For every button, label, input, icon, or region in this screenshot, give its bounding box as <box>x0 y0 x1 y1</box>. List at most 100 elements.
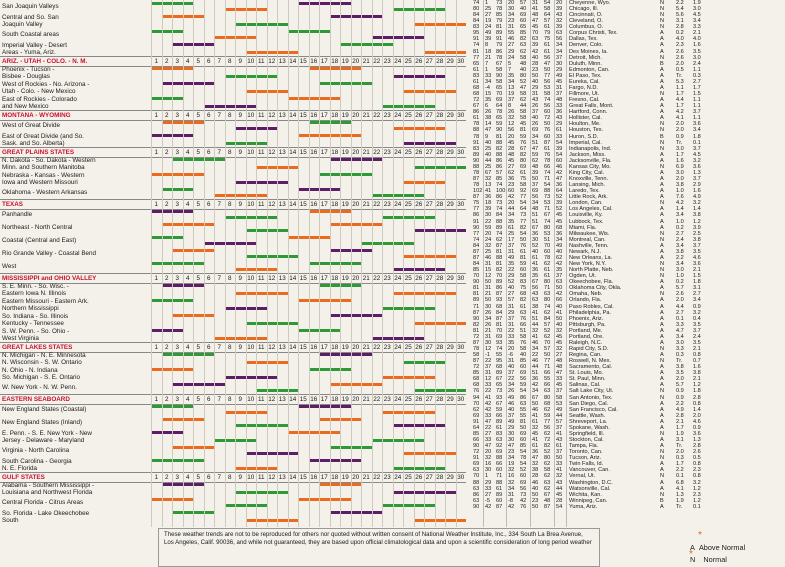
city-row: 78 67 57 62 61 39 74 42 King City, Cal. A 3.0 1.3 <box>472 169 785 177</box>
day-number: 12 <box>268 201 276 208</box>
region-row: Alabama - Southern Mississippi - Louisia… <box>0 481 466 496</box>
trend-code: A <box>660 176 664 183</box>
temperature-value: 13 <box>485 182 492 189</box>
temperature-value: 46 <box>532 339 539 346</box>
temperature-value: 56 <box>532 194 539 201</box>
trend-bar <box>245 51 298 54</box>
trend-code: B <box>660 60 664 67</box>
normal-value: 3.0 <box>693 54 701 61</box>
temperature-value: 30 <box>508 6 515 13</box>
temperature-value: 72 <box>544 437 551 444</box>
precip-value: Tr. <box>676 139 683 146</box>
city-row: 67 6 64 8 44 26 56 33 Great Falls, Mont. A 1.7 1.1 <box>472 104 785 110</box>
temperature-value: 12 <box>485 273 492 280</box>
day-number: 5 <box>196 201 200 208</box>
normal-value: 2.4 <box>693 60 701 67</box>
trend-code: A <box>660 315 664 322</box>
trend-code: A <box>660 333 664 340</box>
trend-bar <box>235 268 277 271</box>
temperature-value: 41 <box>532 437 539 444</box>
city-name: Fargo, N.D. <box>569 84 598 91</box>
temperature-value: 55 <box>520 406 527 413</box>
trend-bar <box>151 236 183 239</box>
trend-bar <box>413 519 466 522</box>
temperature-value: 66 <box>544 163 551 170</box>
temperature-value: 70 <box>544 339 551 346</box>
temperature-value: 82 <box>520 36 527 43</box>
city-name: Sacramento, Cal. <box>569 364 613 371</box>
temperature-value: 54 <box>544 182 551 189</box>
region-row: N. Michigan - N. E. Minnesota N. Wiscons… <box>0 351 466 366</box>
day-number: 18 <box>331 344 339 351</box>
temperature-value: 29 <box>556 66 563 73</box>
temperature-value: 20 <box>508 0 515 6</box>
temperature-value: 68 <box>473 376 480 383</box>
temperature-value: 64 <box>473 424 480 431</box>
trend-code: A <box>660 84 664 91</box>
precip-value: 2.6 <box>676 291 684 298</box>
region-row: Oklahoma - Western Arkansas <box>0 186 466 199</box>
temperature-value: 78 <box>544 157 551 164</box>
trend-bar <box>392 268 445 271</box>
trend-code: A <box>660 224 664 231</box>
temperature-value: 74 <box>496 182 503 189</box>
precip-value: 4.4 <box>676 97 684 104</box>
trend-bar <box>329 15 382 18</box>
temperature-value: 61 <box>473 66 480 73</box>
temperature-value: 57 <box>496 169 503 176</box>
temperature-value: 54 <box>556 503 563 510</box>
city-name: St. Paul, Minn. <box>569 376 606 383</box>
normal-value: 3.1 <box>693 285 701 292</box>
temperature-value: 77 <box>473 206 480 213</box>
day-number: 24 <box>394 149 402 156</box>
normal-value: 0.5 <box>693 455 701 462</box>
normal-value: 1.8 <box>693 388 701 395</box>
temperature-value: 25 <box>485 163 492 170</box>
temperature-value: 71 <box>544 206 551 213</box>
normal-value: 4.5 <box>693 12 701 19</box>
table-divider <box>566 0 567 527</box>
precip-value: 0.3 <box>676 455 684 462</box>
section-header: GREAT PLAINS STATES 1 2 3 4 5 6 7 8 9 10 11 12 13 14 15… <box>0 147 466 158</box>
temperature-value: 45 <box>556 212 563 219</box>
day-number: 19 <box>341 201 349 208</box>
temperature-value: 33 <box>485 437 492 444</box>
temperature-value: 39 <box>556 200 563 207</box>
temperature-value: 72 <box>473 97 480 104</box>
day-number: 10 <box>247 275 255 282</box>
trend-bar <box>298 188 340 191</box>
temperature-value: 5 <box>508 60 512 67</box>
temperature-value: 47 <box>544 60 551 67</box>
trend-code: N <box>660 200 665 207</box>
precip-value: 2.0 <box>676 121 684 128</box>
precip-value: 3.1 <box>676 437 684 444</box>
trend-bar <box>298 2 351 5</box>
day-number: 29 <box>446 112 454 119</box>
temperature-value: 37 <box>556 424 563 431</box>
trend-bar <box>245 519 298 522</box>
temperature-value: 49 <box>556 406 563 413</box>
city-name: Roswell, N. Mex. <box>569 358 611 365</box>
day-number: 19 <box>341 112 349 119</box>
day-number: 10 <box>247 474 255 481</box>
day-number: 16 <box>310 201 318 208</box>
normal-value: 1.9 <box>693 0 701 6</box>
temperature-value: 54 <box>556 151 563 158</box>
temperature-value: 85 <box>473 430 480 437</box>
temperature-value: 45 <box>532 24 539 31</box>
day-number: 2 <box>164 112 169 119</box>
day-number: 7 <box>217 474 221 481</box>
temperature-value: 81 <box>473 291 480 298</box>
day-number: 8 <box>227 58 232 65</box>
temperature-value: 27 <box>508 291 515 298</box>
trend-bar <box>319 353 372 356</box>
temperature-value: 49 <box>556 242 563 249</box>
temperature-value: 61 <box>532 443 539 450</box>
temperature-value: 84 <box>473 261 480 267</box>
temperature-value: 31 <box>508 303 515 310</box>
temperature-value: 56 <box>556 36 563 43</box>
temperature-value: 74 <box>544 97 551 104</box>
day-number: 21 <box>362 201 370 208</box>
temperature-value: 61 <box>544 273 551 280</box>
city-row: 78 9 81 20 59 34 60 33 Huron, S.D. B 0.9 1.8 <box>472 134 785 141</box>
